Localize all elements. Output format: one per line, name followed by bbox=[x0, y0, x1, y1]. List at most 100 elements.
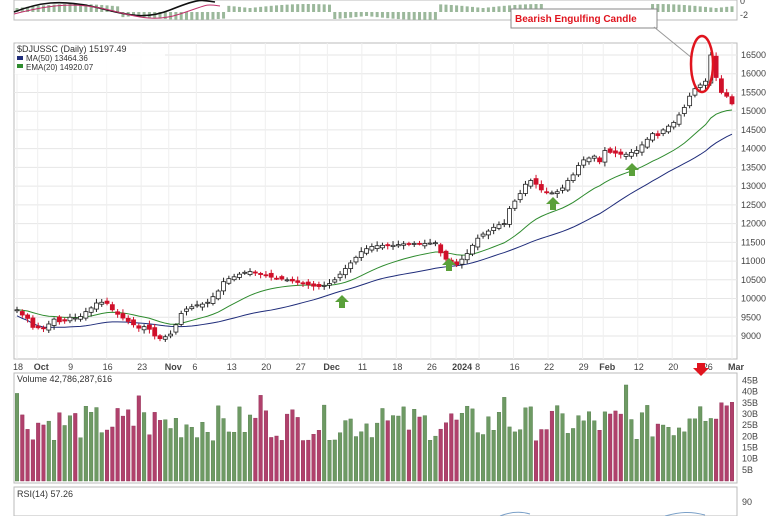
date-tick-label: 16 bbox=[510, 362, 520, 372]
candle-up bbox=[565, 180, 571, 191]
candle-up bbox=[14, 309, 20, 312]
volume-bar-up bbox=[624, 384, 629, 482]
volume-bar-down bbox=[444, 422, 449, 482]
price-tick-label: 11000 bbox=[741, 256, 765, 266]
candle-up bbox=[358, 251, 364, 258]
volume-bar-down bbox=[454, 419, 459, 482]
volume-bar-down bbox=[385, 420, 390, 482]
price-tick-label: 9500 bbox=[741, 312, 761, 322]
date-tick-label: Oct bbox=[34, 362, 49, 372]
volume-bar-down bbox=[544, 429, 549, 482]
candle-up bbox=[401, 243, 407, 246]
date-tick-label: 27 bbox=[296, 362, 306, 372]
candle-up bbox=[231, 276, 237, 281]
macd-bar bbox=[539, 4, 543, 12]
candle-down bbox=[597, 157, 602, 163]
macd-bar bbox=[651, 4, 655, 12]
volume-bar-down bbox=[306, 439, 311, 482]
volume-bar-up bbox=[83, 406, 88, 482]
macd-bar bbox=[486, 7, 490, 12]
candle-down bbox=[724, 92, 730, 97]
green-up-arrow bbox=[335, 295, 349, 308]
macd-bar bbox=[237, 6, 241, 12]
candle-down bbox=[295, 280, 301, 283]
date-tick-label: 29 bbox=[579, 362, 589, 372]
candle-up bbox=[46, 323, 52, 331]
macd-bar bbox=[333, 12, 337, 20]
volume-bar-up bbox=[89, 412, 94, 482]
candle-up bbox=[671, 122, 677, 128]
candle-up bbox=[507, 208, 512, 225]
candle-up bbox=[94, 302, 99, 310]
candle-up bbox=[703, 80, 708, 86]
macd-bar bbox=[444, 4, 448, 12]
candle-up bbox=[687, 95, 693, 107]
volume-bar-up bbox=[555, 405, 560, 482]
price-tick-label: 9000 bbox=[741, 331, 761, 341]
volume-bar-up bbox=[338, 432, 343, 482]
macd-bar bbox=[433, 12, 437, 20]
date-tick-label: Nov bbox=[165, 362, 182, 372]
candle-up bbox=[422, 243, 428, 247]
candle-up bbox=[586, 157, 592, 163]
macd-bar bbox=[142, 12, 146, 18]
candle-up bbox=[242, 271, 248, 274]
date-tick-label: 2024 bbox=[452, 362, 472, 372]
candle-down bbox=[618, 151, 624, 155]
volume-bar-down bbox=[136, 395, 141, 482]
volume-bar-up bbox=[99, 432, 104, 482]
macd-bar bbox=[465, 6, 469, 12]
candle-down bbox=[406, 243, 412, 245]
candlesticks bbox=[14, 52, 735, 342]
macd-bar bbox=[518, 4, 522, 12]
candle-down bbox=[136, 325, 142, 329]
volume-bar-down bbox=[549, 410, 554, 482]
date-tick-label: 13 bbox=[227, 362, 237, 372]
candle-down bbox=[19, 311, 25, 316]
macd-bar bbox=[110, 5, 114, 12]
volume-bar-up bbox=[565, 433, 570, 482]
candle-down bbox=[385, 244, 391, 247]
macd-bar bbox=[688, 5, 692, 12]
volume-bar-down bbox=[147, 434, 152, 482]
macd-bar bbox=[343, 12, 347, 19]
macd-bar bbox=[163, 12, 167, 20]
volume-bar-up bbox=[523, 407, 528, 482]
macd-bar bbox=[497, 6, 501, 12]
candle-up bbox=[247, 271, 253, 275]
macd-axis-0: 0 bbox=[740, 0, 745, 6]
macd-bar bbox=[513, 4, 517, 12]
price-gridlines bbox=[14, 43, 737, 359]
macd-bar bbox=[693, 5, 697, 12]
macd-bar bbox=[84, 4, 88, 12]
volume-bar-down bbox=[618, 413, 623, 482]
macd-bar bbox=[439, 4, 443, 12]
candle-down bbox=[713, 55, 719, 78]
ma50-line bbox=[16, 133, 733, 329]
candle-down bbox=[533, 178, 539, 185]
macd-bar bbox=[280, 4, 284, 12]
price-tick-label: 11500 bbox=[741, 237, 765, 247]
macd-bar bbox=[322, 4, 326, 12]
volume-bar-up bbox=[375, 422, 380, 482]
candle-up bbox=[141, 326, 147, 331]
volume-bar-down bbox=[120, 415, 125, 482]
candle-down bbox=[290, 278, 295, 282]
macd-bar bbox=[359, 12, 363, 17]
candle-down bbox=[613, 150, 618, 154]
volume-bar-down bbox=[253, 417, 258, 482]
volume-bar-up bbox=[475, 432, 480, 482]
candle-up bbox=[634, 150, 640, 154]
candle-up bbox=[332, 279, 338, 283]
volume-label: Volume 42,786,287,616 bbox=[17, 374, 112, 384]
macd-bar bbox=[232, 6, 236, 12]
candle-up bbox=[491, 226, 497, 231]
volume-bar-up bbox=[248, 414, 253, 482]
macd-bar bbox=[47, 4, 51, 12]
volume-bar-up bbox=[67, 415, 72, 482]
volume-bar-up bbox=[232, 431, 237, 482]
candle-up bbox=[411, 243, 417, 245]
volume-bar-up bbox=[353, 436, 358, 482]
ema20-swatch bbox=[17, 64, 23, 68]
